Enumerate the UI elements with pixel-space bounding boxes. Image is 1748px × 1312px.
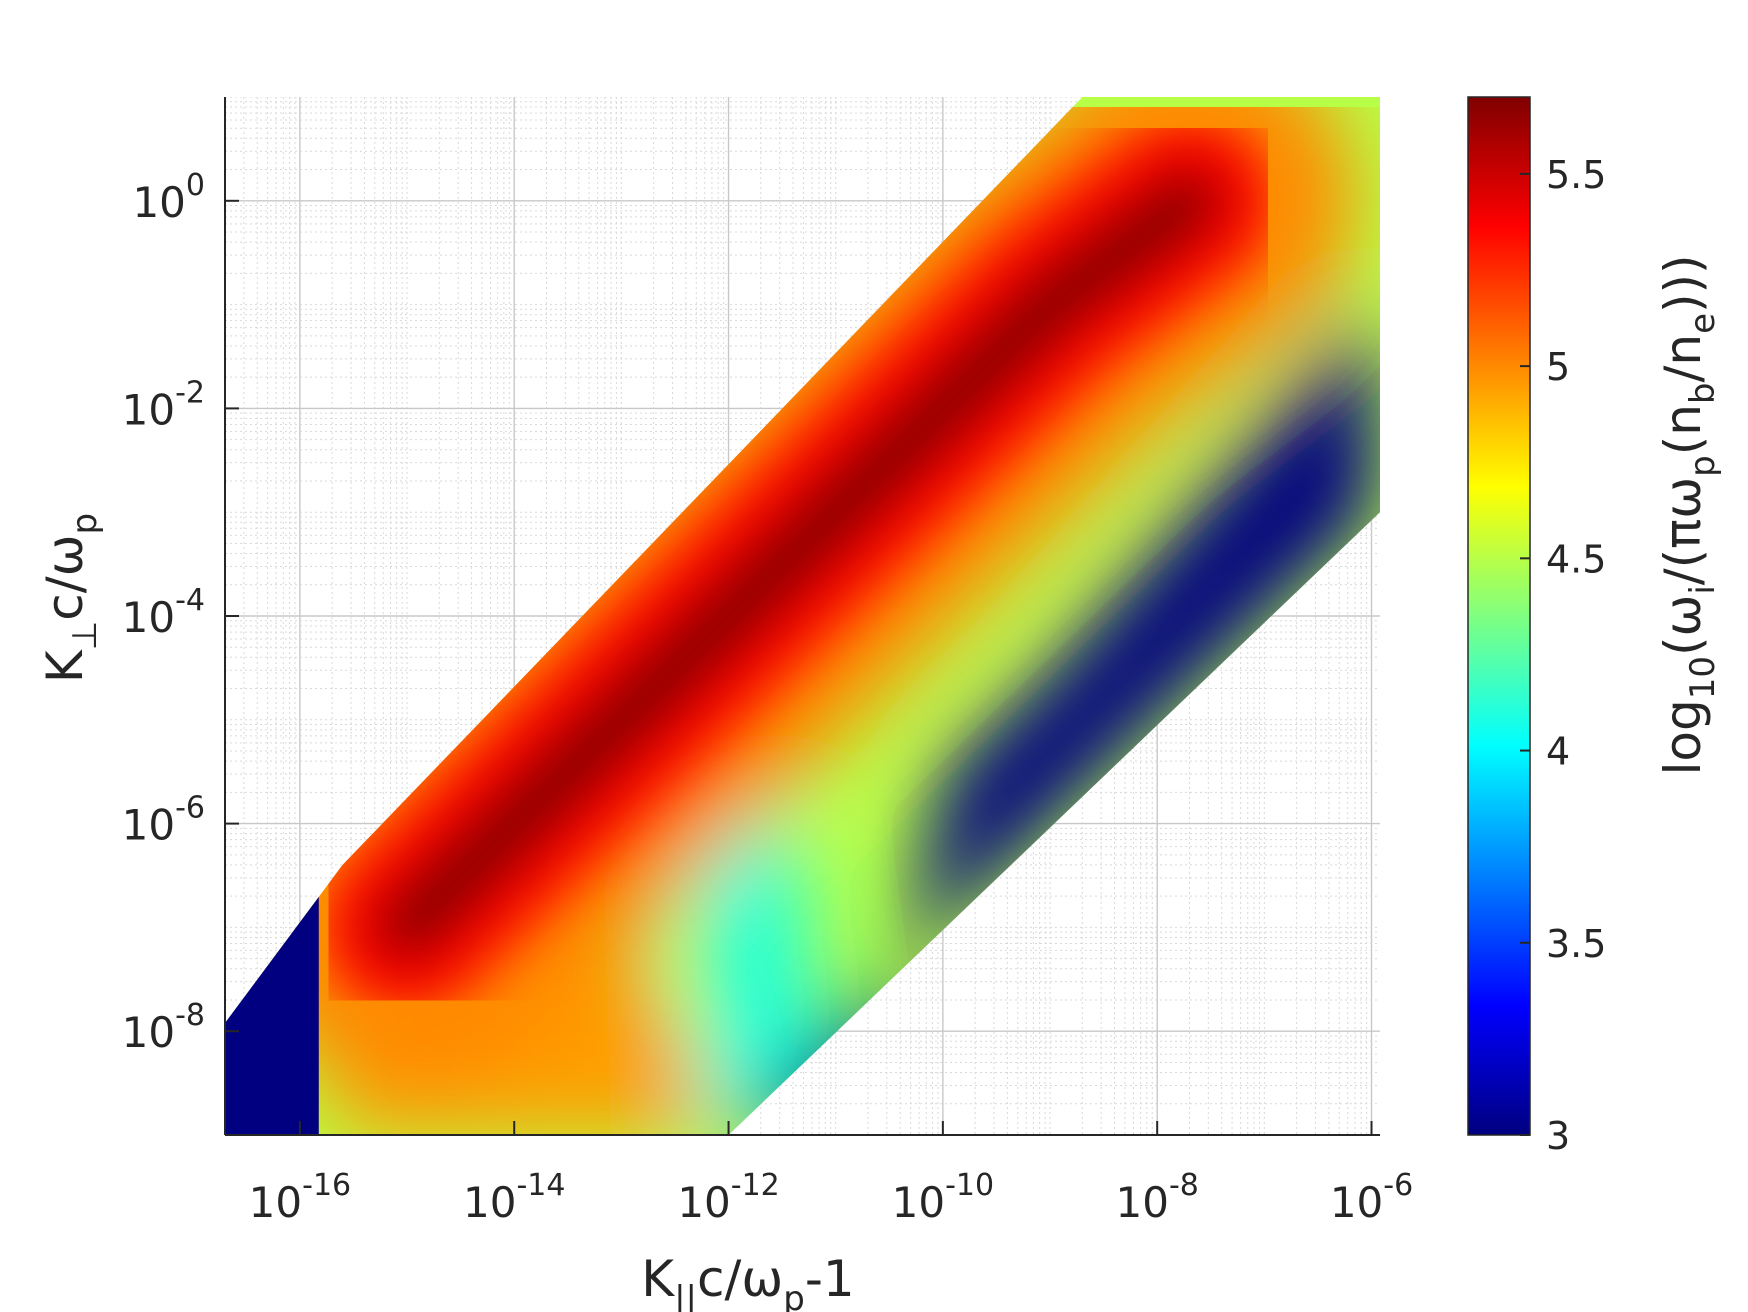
- x-axis-label: K||c/ωp-1: [641, 1250, 854, 1312]
- plot-area: [224, 97, 1380, 1136]
- colorbar-tick-label: 4.5: [1546, 537, 1606, 581]
- colorbar-gradient: [1467, 96, 1531, 1136]
- x-tick-label: 10-16: [249, 1168, 351, 1227]
- y-tick-label: 10-6: [122, 791, 205, 850]
- colorbar-tick-label: 3: [1546, 1114, 1570, 1158]
- colorbar-tick-label: 4: [1546, 730, 1570, 774]
- colorbar-label: log10(ωi/(πωp(nb/ne))): [1654, 254, 1723, 775]
- x-tick-label: 10-12: [677, 1168, 779, 1227]
- colorbar-tick-label: 3.5: [1546, 922, 1606, 966]
- colorbar: 3 3.5 4 4.5 5 5.5: [1467, 96, 1606, 1158]
- y-tick-label: 10-4: [122, 583, 205, 642]
- y-tick-label: 10-8: [122, 998, 205, 1057]
- heat-low-region: [728, 304, 1380, 1135]
- x-tick-label: 10-6: [1330, 1168, 1413, 1227]
- colorbar-ticks: 3 3.5 4 4.5 5 5.5: [1520, 153, 1606, 1158]
- ridge-core: [372, 165, 1225, 963]
- x-tick-label: 10-8: [1116, 1168, 1199, 1227]
- ridge-core-layer: [322, 115, 1275, 1013]
- x-tick-labels: 10-16 10-14 10-12 10-10 10-8 10-6: [249, 1168, 1414, 1227]
- x-tick-label: 10-10: [892, 1168, 994, 1227]
- y-tick-label: 100: [132, 168, 205, 227]
- y-tick-label: 10-2: [122, 375, 205, 434]
- colorbar-tick-label: 5.5: [1546, 153, 1606, 197]
- heat-cyan-band: [696, 823, 836, 1135]
- axis-lines: [224, 97, 1380, 1136]
- x-tick-label: 10-14: [463, 1168, 565, 1227]
- y-axis-label: K⊥c/ωp: [36, 513, 105, 683]
- y-tick-labels: 10-8 10-6 10-4 10-2 100: [122, 168, 205, 1057]
- colorbar-tick-label: 5: [1546, 345, 1570, 389]
